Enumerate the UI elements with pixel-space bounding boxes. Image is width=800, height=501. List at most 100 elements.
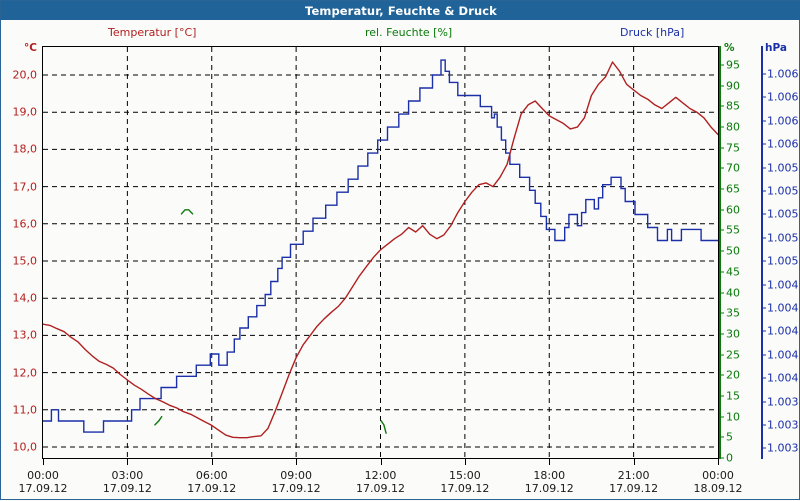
axis-unit-percent: % [724,42,735,54]
humidity-axis-line [719,46,721,459]
y-tick-temperature: 12,0 [12,366,38,380]
y-tick-mark-humidity [719,374,724,376]
grid-lines [43,47,718,458]
series-pressure [43,59,718,433]
y-tick-pressure: 1.004 [767,324,799,338]
window-title: Temperatur, Feuchte & Druck [305,3,497,18]
x-tick-label: 18:00 17.09.12 [525,469,574,495]
y-tick-humidity: 90 [726,79,740,93]
y-tick-mark-humidity [719,292,724,294]
x-tick-label: 21:00 17.09.12 [609,469,658,495]
x-axis: 00:00 17.09.12 03:00 17.09.12 06:00 17.09.12 0… [1,459,800,501]
y-tick-humidity: 55 [726,223,740,237]
x-tick-label: 09:00 17.09.12 [272,469,321,495]
y-tick-mark-humidity [719,457,724,459]
y-tick-temperature: 17,0 [12,180,38,194]
axis-unit-celsius: °C [24,42,37,54]
y-tick-temperature: 20,0 [12,68,38,82]
y-tick-mark-pressure [761,143,766,145]
y-tick-mark-pressure [761,330,766,332]
x-tick-time: 12:00 [364,469,397,482]
y-tick-pressure: 1.005 [767,161,799,175]
y-tick-temperature: 10,0 [12,440,38,454]
y-tick-mark-pressure [761,260,766,262]
window-titlebar: Temperatur, Feuchte & Druck [1,1,800,20]
x-tick-time: 18:00 [533,469,566,482]
y-tick-humidity: 25 [726,348,740,362]
y-tick-mark-pressure [761,424,766,426]
y-tick-mark-humidity [719,209,724,211]
x-tick-date: 17.09.12 [524,482,574,495]
y-tick-mark-humidity [719,167,724,169]
y-tick-pressure: 1.006 [767,67,799,81]
legend-pressure: Druck [hPa] [620,26,685,39]
x-tick-date: 17.09.12 [18,482,68,495]
y-tick-humidity: 10 [726,410,740,424]
x-tick-time: 21:00 [617,469,650,482]
y-tick-pressure: 1.005 [767,231,799,245]
y-tick-humidity: 0 [726,451,733,465]
y-tick-pressure: 1.003 [767,418,799,432]
x-tick-date: 17.09.12 [356,482,405,495]
y-tick-mark-humidity [719,395,724,397]
y-tick-mark-humidity [719,312,724,314]
y-tick-mark-pressure [761,354,766,356]
y-tick-mark-humidity [719,188,724,190]
y-tick-mark-humidity [719,229,724,231]
y-tick-mark-pressure [761,96,766,98]
x-tick-time: 00:00 [702,469,734,482]
y-tick-mark-pressure [761,120,766,122]
y-tick-pressure: 1.006 [767,90,799,104]
x-tick-date: 17.09.12 [609,482,659,495]
legend-temperature: Temperatur [°C] [108,26,197,39]
x-tick-mark [633,459,635,465]
y-tick-mark-humidity [719,416,724,418]
x-tick-date: 17.09.12 [187,482,237,495]
y-tick-humidity: 95 [726,58,740,72]
x-tick-mark [296,459,298,465]
x-tick-mark [127,459,129,465]
x-tick-date: 17.09.12 [440,482,490,495]
y-tick-pressure: 1.003 [767,441,799,455]
y-tick-pressure: 1.005 [767,184,799,198]
y-tick-humidity: 80 [726,120,740,134]
y-tick-mark-pressure [761,73,766,75]
x-tick-mark [718,459,719,465]
x-tick-mark [380,459,382,465]
y-axis-humidity: 0 5 10 15 20 25 30 35 40 45 50 55 60 65 70 75 80 85 90 95 [719,46,765,465]
x-tick-time: 09:00 [280,469,312,482]
y-tick-mark-pressure [761,237,766,239]
x-tick-time: 06:00 [195,469,228,482]
y-tick-pressure: 1.004 [767,371,799,385]
series-humidity [154,209,387,434]
y-tick-mark-pressure [761,213,766,215]
y-tick-pressure: 1.005 [767,207,799,221]
y-tick-humidity: 20 [726,368,740,382]
x-tick-date: 18.09.12 [693,482,743,495]
y-tick-humidity: 50 [726,244,740,258]
chart-canvas [43,47,718,458]
y-tick-mark-humidity [719,271,724,273]
y-tick-humidity: 70 [726,161,740,175]
y-tick-mark-humidity [719,354,724,356]
y-tick-mark-pressure [761,190,766,192]
y-tick-humidity: 35 [726,306,740,320]
y-tick-mark-pressure [761,377,766,379]
x-tick-label: 00:00 17.09.12 [19,469,68,495]
x-tick-date: 17.09.12 [102,482,152,495]
y-tick-mark-pressure [761,284,766,286]
y-tick-pressure: 1.006 [767,114,799,128]
pressure-axis-line [761,46,763,459]
y-tick-humidity: 85 [726,99,740,113]
x-tick-date: 17.09.12 [271,482,321,495]
series-temperature [43,61,718,439]
x-tick-label: 03:00 17.09.12 [103,469,152,495]
x-tick-label: 12:00 17.09.12 [356,469,405,495]
y-tick-temperature: 11,0 [12,403,38,417]
x-tick-time: 15:00 [449,469,481,482]
y-tick-temperature: 18,0 [12,142,38,156]
x-tick-time: 03:00 [111,469,144,482]
y-tick-humidity: 40 [726,286,740,300]
y-tick-mark-pressure [761,401,766,403]
y-tick-temperature: 16,0 [12,217,38,231]
